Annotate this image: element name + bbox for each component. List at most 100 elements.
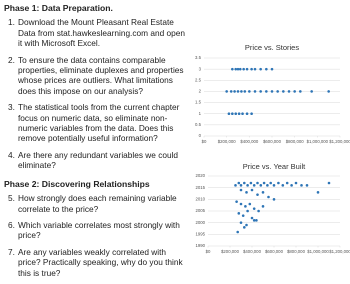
point [243,90,247,93]
point [305,184,309,187]
list-item: 5. How strongly does each remaining varia… [8,193,186,214]
point [245,67,249,71]
point [259,184,263,187]
point [229,90,233,93]
point [245,191,248,194]
point [234,184,237,187]
section-title: Phase 2: Discovering Relationships [4,178,150,189]
section: Phase 1: Data Preparation. 1. Download the… [4,3,186,171]
list-item: 6. Which variable correlates most strongl… [8,220,186,241]
point [237,112,241,116]
x-tick-label: $800,000 [287,249,306,254]
section-title: Phase 1: Data Preparation. [4,3,113,13]
x-tick-label: $400,000 [240,139,259,144]
point [253,67,257,71]
point [327,90,330,93]
point [239,188,243,192]
point [310,90,313,93]
point [225,90,228,93]
point [231,67,234,71]
item-number: 5. [8,193,15,204]
page: Phase 1: Data Preparation. 1. Download the… [4,3,350,278]
item-text: How strongly does each remaining variabl… [18,193,177,214]
point [272,184,276,187]
point [243,181,246,185]
point [242,67,245,71]
y-tick-label: 0 [199,133,202,138]
point [243,226,246,229]
point [269,181,272,185]
point [252,184,256,187]
point [252,219,256,222]
point [250,216,254,220]
item-text: Are any variables weakly correlated with… [18,246,183,278]
point [249,181,253,185]
point [231,112,234,116]
y-tick-label: 2020 [195,173,205,178]
point [270,67,274,71]
point [246,209,249,213]
point [236,90,240,93]
point [245,223,248,227]
point [266,184,269,187]
point [252,207,256,210]
x-tick-label: $1,000,000 [307,139,329,144]
point [250,112,253,116]
item-text: To ensure the data contains comparable p… [18,54,184,96]
point [293,90,296,93]
point [248,90,251,93]
point [272,198,276,201]
point [244,205,247,208]
x-tick-label: $1,200,000 [329,139,350,144]
list-item: 1. Download the Mount Pleasant Real Estat… [8,17,186,48]
item-number: 7. [8,246,15,257]
y-tick-label: 2 [199,89,202,94]
point [276,90,279,93]
x-tick-label: $200,000 [221,249,240,254]
point [250,67,253,71]
y-tick-label: 3 [199,66,202,71]
y-tick-label: 2.5 [195,77,202,82]
chart: Price vs. Stories 0 0.5 1 1.5 2 2.5 3 3.5 $0 $200,… [195,43,350,144]
point [300,184,303,187]
point [233,90,236,93]
point [253,90,257,93]
x-tick-label: $0 [206,249,211,254]
y-tick-label: 3.5 [195,55,202,60]
list-item: 4. Are there any redundant variables we c… [8,150,186,171]
point [294,181,298,185]
point [259,90,262,93]
point [250,188,254,192]
item-text: Which variable correlates most strongly … [18,219,180,241]
list-item: 3. The statistical tools from the current… [8,102,186,144]
x-tick-label: $600,000 [265,249,284,254]
x-tick-label: $800,000 [286,139,305,144]
y-tick-label: 2005 [195,208,205,213]
y-tick-label: 2000 [195,220,205,225]
x-tick-label: $1,000,000 [307,249,329,254]
point [236,67,240,71]
point [255,219,258,222]
item-number: 1. [8,17,15,28]
point [262,181,266,185]
list-item: 2. To ensure the data contains comparable… [8,55,186,97]
point [234,67,238,71]
point [265,90,268,93]
point [240,90,243,93]
x-tick-label: $0 [202,139,207,144]
point [270,90,274,93]
y-tick-label: 1 [199,111,202,116]
list-item: 7. Are any variables weakly correlated wi… [8,247,186,278]
point [235,200,238,203]
point [316,191,320,194]
y-tick-label: 1.5 [195,100,202,105]
chart: Price vs. Year Built 1990 1995 2000 2005 2010… [195,162,350,254]
point [259,67,262,71]
y-tick-label: 2010 [195,196,205,201]
x-tick-label: $200,000 [218,139,237,144]
x-tick-label: $600,000 [263,139,282,144]
point [287,90,291,93]
point [285,181,289,185]
point [241,112,244,116]
point [282,90,285,93]
